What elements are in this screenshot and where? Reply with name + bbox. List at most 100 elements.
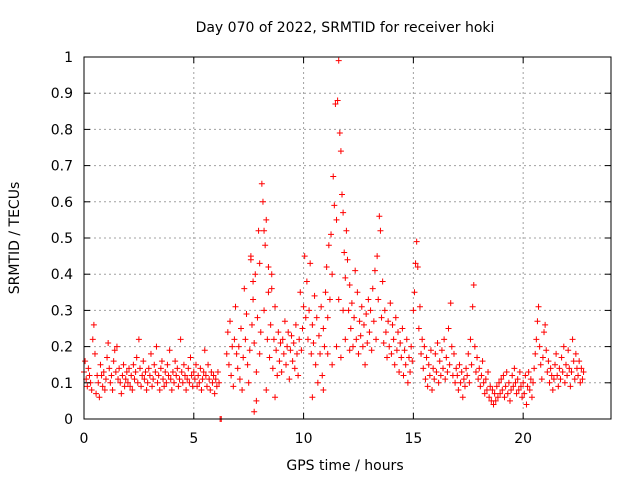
data-point <box>566 365 573 372</box>
data-point <box>179 379 186 386</box>
data-point <box>91 350 98 357</box>
data-point <box>211 390 218 397</box>
data-point <box>186 379 193 386</box>
data-point <box>265 263 272 270</box>
data-point <box>384 354 391 361</box>
data-point <box>293 350 300 357</box>
data-point <box>268 285 275 292</box>
y-tick-label: 0.7 <box>51 159 73 175</box>
data-point <box>542 321 549 328</box>
y-tick-label: 0.3 <box>51 303 73 319</box>
data-point <box>197 365 204 372</box>
data-point <box>565 347 572 354</box>
data-point <box>290 339 297 346</box>
data-point <box>171 379 178 386</box>
data-point <box>319 372 326 379</box>
data-point <box>240 354 247 361</box>
data-point <box>140 358 147 365</box>
data-point <box>256 260 263 267</box>
data-point <box>232 303 239 310</box>
data-point <box>135 336 142 343</box>
data-point <box>130 361 137 368</box>
data-point <box>562 361 569 368</box>
data-point <box>496 379 503 386</box>
data-point <box>524 383 531 390</box>
data-point <box>415 325 422 332</box>
data-point <box>328 231 335 238</box>
data-point <box>399 325 406 332</box>
data-point <box>427 347 434 354</box>
data-point <box>320 325 327 332</box>
data-point <box>231 336 238 343</box>
x-tick-label: 15 <box>404 431 422 447</box>
data-point <box>537 361 544 368</box>
data-point <box>239 387 246 394</box>
data-point <box>263 216 270 223</box>
data-point <box>502 383 509 390</box>
data-point <box>251 339 258 346</box>
data-point <box>117 379 124 386</box>
data-point <box>320 387 327 394</box>
data-point <box>472 368 479 375</box>
data-point <box>568 368 575 375</box>
x-tick-label: 5 <box>189 431 198 447</box>
data-point <box>126 365 133 372</box>
data-point <box>525 368 532 375</box>
data-point <box>466 379 473 386</box>
data-point <box>160 376 167 383</box>
data-point <box>285 329 292 336</box>
data-point <box>138 383 145 390</box>
data-point <box>453 365 460 372</box>
data-point <box>557 376 564 383</box>
data-point <box>468 361 475 368</box>
data-point <box>570 358 577 365</box>
data-point <box>366 329 373 336</box>
data-point <box>119 372 126 379</box>
data-point <box>252 271 259 278</box>
data-point <box>357 332 364 339</box>
data-point <box>295 372 302 379</box>
y-tick-label: 1 <box>64 50 73 66</box>
data-point <box>580 368 587 375</box>
data-point <box>311 292 318 299</box>
data-point <box>455 387 462 394</box>
data-point <box>214 368 221 375</box>
data-point <box>337 354 344 361</box>
data-point <box>262 242 269 249</box>
data-point <box>209 379 216 386</box>
data-point <box>96 394 103 401</box>
data-point <box>302 314 309 321</box>
data-point <box>500 372 507 379</box>
data-point <box>536 343 543 350</box>
data-point <box>498 376 505 383</box>
data-point <box>325 242 332 249</box>
data-point <box>332 101 339 108</box>
data-point <box>499 387 506 394</box>
data-point <box>227 318 234 325</box>
data-point <box>359 343 366 350</box>
data-point <box>409 358 416 365</box>
y-tick-label: 0.4 <box>51 267 73 283</box>
data-point <box>288 332 295 339</box>
data-point <box>329 361 336 368</box>
data-point <box>397 339 404 346</box>
data-point <box>363 311 370 318</box>
data-point <box>312 361 319 368</box>
data-point <box>255 227 262 234</box>
data-point <box>147 350 154 357</box>
data-point <box>360 321 367 328</box>
data-point <box>322 289 329 296</box>
data-point <box>531 365 538 372</box>
data-point <box>486 394 493 401</box>
data-point <box>454 372 461 379</box>
data-point <box>118 390 125 397</box>
data-point <box>169 368 176 375</box>
data-point <box>512 379 519 386</box>
data-point <box>482 376 489 383</box>
data-point <box>401 347 408 354</box>
data-point <box>265 289 272 296</box>
data-point <box>550 376 557 383</box>
data-point <box>349 343 356 350</box>
data-point <box>192 361 199 368</box>
data-point <box>559 368 566 375</box>
